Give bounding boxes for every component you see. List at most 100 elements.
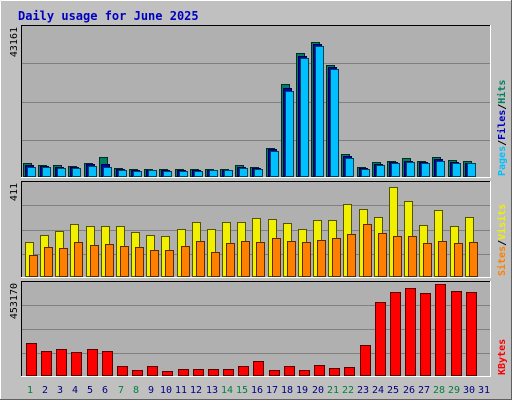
pages-bar [300,58,309,177]
sites-bar [317,240,326,277]
pages-bar [436,161,445,177]
pages-bar [361,169,370,177]
x-axis-label: 30 [463,385,475,396]
sites-bar [44,247,53,277]
kbytes-bar [420,293,431,376]
x-axis-label: 9 [148,385,154,396]
x-axis-label: 2 [42,385,48,396]
x-axis-label: 16 [251,385,263,396]
kbytes-bar [269,370,280,376]
kbytes-bar [390,292,401,376]
sites-bar [211,252,220,277]
kbytes-bar [102,351,113,376]
kbytes-bar [41,351,52,376]
pages-bar [103,167,112,177]
pages-bar [345,158,354,177]
x-axis-label: 27 [418,385,430,396]
pages-bar [118,170,127,177]
x-axis-label: 29 [448,385,460,396]
pages-bar [406,162,415,177]
legend-files: Files [496,110,508,140]
kbytes-bar [26,343,37,376]
kbytes-bar [238,366,249,376]
pages-bar [467,163,476,177]
sites-bar [105,244,114,277]
sites-bar [196,241,205,277]
hits-files-pages-legend: Pages/Files/Hits [496,80,508,176]
x-axis-label: 10 [160,385,172,396]
kbytes-bar [466,292,477,376]
x-axis-label: 18 [281,385,293,396]
sites-bar [302,242,311,277]
x-axis-label: 15 [236,385,248,396]
chart-title: Daily usage for June 2025 [18,9,199,23]
kbytes-bar [405,288,416,376]
kbytes-bar [147,366,158,376]
x-axis-label: 1 [27,385,33,396]
visits-y-max-label: 411 [9,183,20,201]
kbytes-bar [314,365,325,376]
legend-pages: Pages [497,146,508,176]
pages-bar [42,167,51,177]
pages-bar [179,171,188,177]
sites-bar [165,250,174,277]
sites-bar [469,242,478,277]
sites-bar [226,243,235,277]
x-axis-label: 24 [372,385,384,396]
x-axis-label: 31 [478,385,490,396]
x-axis-label: 28 [433,385,445,396]
kbytes-bar [132,370,143,376]
sites-bar [454,243,463,277]
kbytes-bar [329,368,340,376]
sites-bar [272,238,281,277]
kbytes-bar [208,369,219,376]
x-axis-label: 22 [342,385,354,396]
sites-bar [181,246,190,277]
sites-bar [363,224,372,277]
x-axis-label: 26 [403,385,415,396]
kbytes-bar [117,366,128,376]
x-axis-label: 7 [118,385,124,396]
visits-sites-panel [21,181,491,278]
sites-bar [74,242,83,277]
sites-bar [120,246,129,277]
x-axis-label: 12 [190,385,202,396]
x-axis-label: 20 [312,385,324,396]
kbytes-bar [299,370,310,376]
sites-bar [347,234,356,277]
sites-bar [332,238,341,277]
sites-bar [287,241,296,277]
panel-background [21,25,491,178]
kbytes-bar [451,291,462,376]
sites-bar [438,241,447,277]
sites-bar [423,243,432,277]
legend-visits: Visits [496,204,508,240]
pages-bar [421,163,430,177]
kbytes-legend: KBytes [497,339,508,375]
kbytes-panel [21,281,491,377]
pages-bar [57,168,66,177]
x-axis-label: 13 [206,385,218,396]
legend-kbytes: KBytes [497,339,508,375]
sites-bar [90,245,99,277]
kbytes-bar [344,367,355,376]
pages-bar [72,168,81,177]
pages-bar [148,170,157,177]
hits-files-pages-panel [21,25,491,178]
sites-bar [256,242,265,277]
kbytes-bar [56,349,67,376]
x-axis-label: 5 [87,385,93,396]
pages-bar [224,170,233,177]
hits-y-max-label: 43161 [9,27,20,57]
x-axis-label: 3 [57,385,63,396]
pages-bar [194,171,203,177]
kbytes-bar [193,369,204,376]
pages-bar [270,151,279,177]
sites-bar [29,255,38,277]
sites-bar [150,250,159,277]
x-axis-label: 17 [266,385,278,396]
sites-bar [378,233,387,277]
sites-bar [59,248,68,277]
pages-bar [209,170,218,177]
